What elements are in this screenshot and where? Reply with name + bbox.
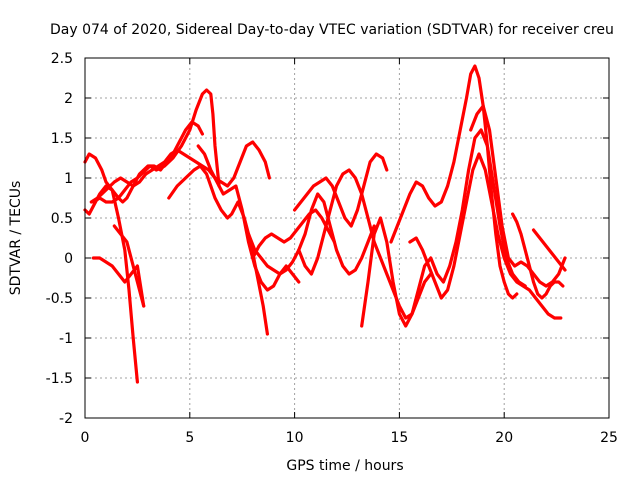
series-sat-18 bbox=[531, 228, 567, 272]
series-sat-10 bbox=[251, 208, 336, 260]
y-tick-label: 1 bbox=[64, 171, 73, 187]
series-sat-9 bbox=[246, 192, 376, 276]
series-layer bbox=[83, 64, 567, 384]
series-sat-14 bbox=[389, 64, 519, 300]
grid-layer bbox=[85, 58, 609, 418]
x-tick-label: 5 bbox=[185, 430, 194, 446]
x-tick-label: 0 bbox=[81, 430, 90, 446]
tick-layer: -2 -1.5 -1 -0.5 0 0.5 1 1.5 2 2.5 0 5 10 15 20 25 bbox=[46, 51, 618, 446]
y-tick-label: -1 bbox=[59, 331, 73, 347]
y-axis-label: SDTVAR / TECUs bbox=[8, 181, 24, 296]
series-sat-6 bbox=[112, 224, 146, 308]
x-tick-label: 25 bbox=[600, 430, 618, 446]
x-tick-label: 15 bbox=[390, 430, 408, 446]
series-sat-7 bbox=[167, 164, 269, 336]
series-sat-12 bbox=[297, 168, 433, 320]
y-tick-label: 1.5 bbox=[51, 131, 73, 147]
y-tick-label: 0.5 bbox=[51, 211, 73, 227]
y-tick-label: 0 bbox=[64, 251, 73, 267]
series-sat-17 bbox=[510, 212, 565, 300]
x-tick-label: 20 bbox=[495, 430, 513, 446]
y-tick-label: 2.5 bbox=[51, 51, 73, 67]
y-tick-label: -1.5 bbox=[46, 371, 73, 387]
series-sat-11 bbox=[293, 152, 389, 228]
series-sat-13 bbox=[360, 128, 527, 328]
series-sat-15 bbox=[408, 152, 563, 320]
series-sat-4 bbox=[83, 184, 139, 384]
y-tick-label: 2 bbox=[64, 91, 73, 107]
y-tick-label: -2 bbox=[59, 411, 73, 427]
series-sat-2 bbox=[89, 140, 271, 204]
plot-frame bbox=[84, 57, 610, 419]
series-sat-8 bbox=[196, 144, 301, 292]
x-tick-label: 10 bbox=[286, 430, 304, 446]
x-axis-label: GPS time / hours bbox=[286, 458, 403, 474]
y-tick-label: -0.5 bbox=[46, 291, 73, 307]
series-sat-3 bbox=[91, 88, 221, 204]
chart-title: Day 074 of 2020, Sidereal Day-to-day VTE… bbox=[50, 22, 614, 38]
series-sat-16 bbox=[469, 104, 567, 288]
